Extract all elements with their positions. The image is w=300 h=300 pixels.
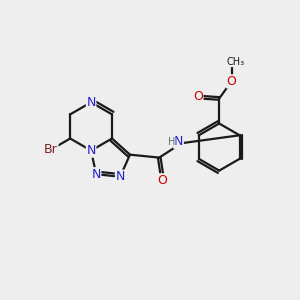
- Text: N: N: [174, 135, 183, 148]
- Text: CH₃: CH₃: [227, 57, 245, 67]
- Text: N: N: [116, 170, 125, 183]
- Text: N: N: [86, 144, 96, 157]
- Text: Br: Br: [44, 143, 58, 156]
- Text: N: N: [86, 96, 96, 109]
- Text: O: O: [226, 75, 236, 88]
- Text: N: N: [92, 168, 101, 181]
- Text: H: H: [167, 137, 175, 147]
- Text: O: O: [193, 91, 203, 103]
- Text: O: O: [158, 174, 168, 187]
